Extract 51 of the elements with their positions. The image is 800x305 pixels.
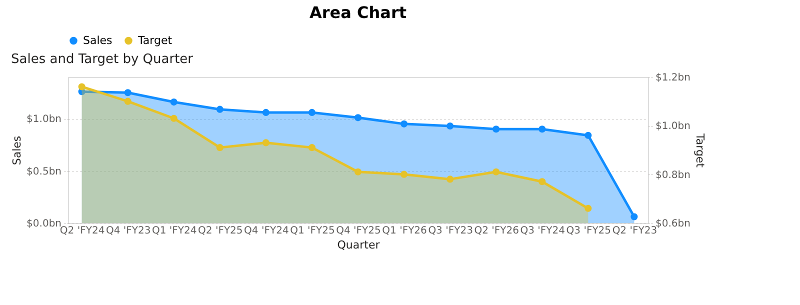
point	[308, 108, 316, 116]
x-tick-label: Q1 'FY26	[382, 226, 427, 236]
x-tick-label: Q4 'FY25	[336, 226, 381, 236]
x-tick-label: Q2 'FY25	[198, 226, 243, 236]
point	[354, 114, 362, 122]
y2-tick-label: $1.0bn	[656, 121, 690, 132]
point	[354, 168, 362, 176]
x-axis-title: Quarter	[337, 238, 380, 252]
point	[538, 126, 546, 133]
point	[538, 178, 546, 186]
legend-label: Sales	[83, 34, 113, 47]
point	[584, 204, 592, 212]
point	[400, 170, 408, 178]
y-tick-label: $1.0bn	[26, 114, 62, 126]
x-tick-label: Q2 'FY26	[474, 226, 519, 236]
x-tick-label: Q4 'FY23	[106, 226, 151, 236]
legend-label: Target	[137, 34, 173, 47]
point	[308, 144, 316, 152]
y2-axis-title: Target	[693, 132, 706, 168]
point	[78, 83, 86, 90]
point	[262, 108, 270, 116]
x-tick-label: Q2 'FY23	[612, 226, 658, 236]
y-axis-title: Sales	[10, 136, 24, 166]
point	[492, 168, 500, 176]
point	[170, 98, 178, 106]
x-tick-label: Q3 'FY23	[428, 226, 473, 236]
y-tick-label: $0.0bn	[26, 218, 62, 230]
x-tick-label: Q3 'FY24	[520, 226, 565, 236]
point	[446, 122, 454, 130]
chart-subtitle: Sales and Target by Quarter	[11, 52, 194, 67]
point	[446, 176, 454, 183]
x-tick-label: Q2 'FY24	[60, 226, 105, 236]
point	[124, 89, 132, 96]
y2-tick-label: $0.8bn	[656, 170, 690, 181]
point	[584, 132, 592, 139]
x-tick-label: Q3 'FY25	[566, 226, 612, 236]
chart-title: Area Chart	[310, 3, 407, 22]
point	[630, 213, 638, 220]
y-tick-label: $0.5bn	[26, 166, 62, 178]
point	[170, 114, 178, 122]
x-tick-label: Q1 'FY24	[152, 226, 197, 236]
point	[492, 126, 500, 133]
point	[216, 106, 224, 113]
point	[216, 144, 224, 152]
point	[124, 98, 132, 105]
x-tick-label: Q1 'FY25	[290, 226, 335, 236]
x-tick-label: Q4 'FY24	[244, 226, 289, 236]
y2-tick-label: $1.2bn	[656, 72, 690, 84]
y2-tick-label: $0.6bn	[656, 218, 690, 230]
point	[400, 120, 408, 128]
point	[262, 139, 270, 146]
